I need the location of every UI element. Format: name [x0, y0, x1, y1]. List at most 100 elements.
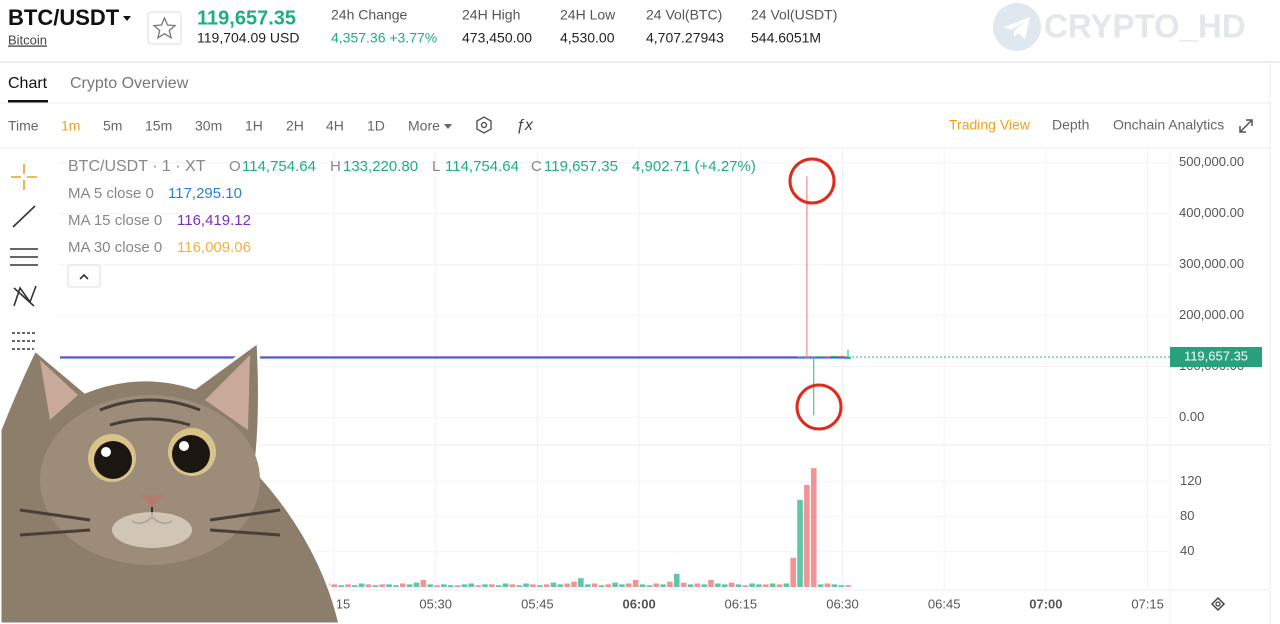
stat-value: 544.6051M	[751, 30, 821, 46]
ma-label: MA 30 close 0	[68, 239, 162, 256]
cat-nose	[140, 495, 164, 507]
y-tick-label: 200,000.00	[1179, 307, 1244, 322]
volume-bar	[413, 582, 420, 587]
tab[interactable]: Chart	[8, 75, 48, 92]
volume-bar	[845, 585, 851, 587]
price-usd: 119,704.09 USD	[197, 30, 299, 46]
volume-bar	[694, 583, 701, 587]
stat-value: 473,450.00	[462, 30, 532, 46]
stat-label: 24h Change	[331, 7, 408, 23]
volume-bar	[680, 582, 687, 587]
volume-bar	[557, 584, 564, 587]
volume-bar	[626, 583, 632, 587]
ohlc-key: O	[229, 158, 241, 175]
settings-icon-center	[480, 121, 488, 129]
star-icon	[152, 16, 177, 40]
watermark: CRYPTO_HD	[1044, 8, 1246, 45]
volume-bar	[831, 584, 838, 587]
volume-bar	[605, 584, 612, 587]
interval[interactable]: 2H	[286, 118, 304, 134]
symbol-caret[interactable]	[123, 16, 131, 21]
ma-label: MA 5 close 0	[68, 185, 154, 202]
volume-bar	[687, 584, 694, 587]
volume-bar	[536, 585, 543, 587]
indicator-icon[interactable]: ƒx	[516, 117, 534, 134]
volume-bar	[653, 583, 659, 587]
volume-bar	[454, 585, 461, 587]
symbol[interactable]: BTC/USDT	[8, 5, 120, 30]
volume-tick-label: 120	[1180, 473, 1202, 488]
volume-bar	[331, 584, 338, 587]
volume-bar	[571, 581, 577, 587]
view-tab[interactable]: Onchain Analytics	[1113, 117, 1224, 133]
tab[interactable]: Crypto Overview	[70, 75, 189, 92]
volume-bar	[420, 579, 427, 587]
volume-bar	[715, 583, 721, 587]
view-tab[interactable]: Depth	[1052, 117, 1089, 133]
favorite-button[interactable]	[147, 11, 182, 45]
volume-bar	[776, 584, 783, 587]
volume-bar	[797, 499, 803, 587]
more-caret	[444, 124, 452, 129]
x-tick-label: 06:30	[826, 596, 859, 611]
volume-bar	[358, 583, 365, 587]
cat-stripes	[19, 398, 281, 537]
cat-eye-shine	[179, 441, 189, 451]
interval[interactable]: 1m	[61, 118, 80, 134]
axis-settings-icon[interactable]	[1210, 596, 1226, 612]
stat-label: 24 Vol(USDT)	[751, 7, 837, 23]
asset-name[interactable]: Bitcoin	[8, 32, 47, 47]
cat-pupil	[94, 441, 132, 479]
volume-bar	[516, 585, 522, 587]
volume-bar	[489, 584, 495, 587]
ohlc-key: L	[432, 158, 440, 175]
volume-bar	[386, 584, 392, 587]
fib-tool[interactable]	[12, 332, 36, 350]
interval[interactable]: 30m	[195, 118, 222, 134]
volume-bar	[824, 583, 831, 587]
candle-body	[817, 356, 824, 358]
x-tick-label: 06:15	[725, 596, 758, 611]
collapse-icon	[79, 273, 89, 280]
volume-bar	[495, 585, 502, 587]
ohlc-key: H	[330, 158, 341, 175]
volume-bar	[468, 583, 475, 587]
volume-bar	[673, 573, 680, 587]
stat-value: 4,530.00	[560, 30, 615, 46]
pattern-tool[interactable]	[13, 285, 37, 307]
last-price-tag	[1170, 347, 1262, 367]
annotation-circle	[795, 383, 843, 431]
annotation-circle	[788, 157, 836, 205]
ma-value: 116,009.06	[177, 239, 251, 256]
interval[interactable]: 15m	[145, 118, 172, 134]
volume-bar	[735, 584, 742, 587]
volume-bar	[783, 583, 790, 587]
parallel-tool[interactable]	[10, 248, 38, 266]
volume-bar	[393, 585, 399, 587]
volume-bar	[646, 585, 653, 587]
more-menu[interactable]: More	[408, 118, 440, 134]
settings-icon[interactable]	[476, 116, 492, 134]
volume-bar	[434, 585, 440, 587]
crosshair-tool[interactable]	[11, 164, 37, 190]
cat-sticker	[0, 339, 342, 624]
volume-bar	[365, 584, 372, 587]
volume-bar	[817, 584, 824, 587]
volume-bar	[612, 582, 618, 587]
volume-bar	[749, 583, 755, 587]
view-tab[interactable]: Trading View	[949, 117, 1031, 133]
x-tick-label: 05:45	[521, 596, 554, 611]
interval[interactable]: 4H	[326, 118, 344, 134]
volume-bar	[372, 585, 379, 587]
stat-label: 24H High	[462, 7, 520, 23]
candle-body	[804, 356, 810, 358]
interval[interactable]: 5m	[103, 118, 122, 134]
interval[interactable]: 1H	[245, 118, 263, 134]
volume-bar	[352, 585, 358, 587]
volume-bar	[584, 584, 591, 587]
line-tool[interactable]	[12, 205, 36, 228]
interval[interactable]: 1D	[367, 118, 385, 134]
fullscreen-icon[interactable]	[1239, 119, 1253, 133]
candle-body	[824, 356, 831, 358]
